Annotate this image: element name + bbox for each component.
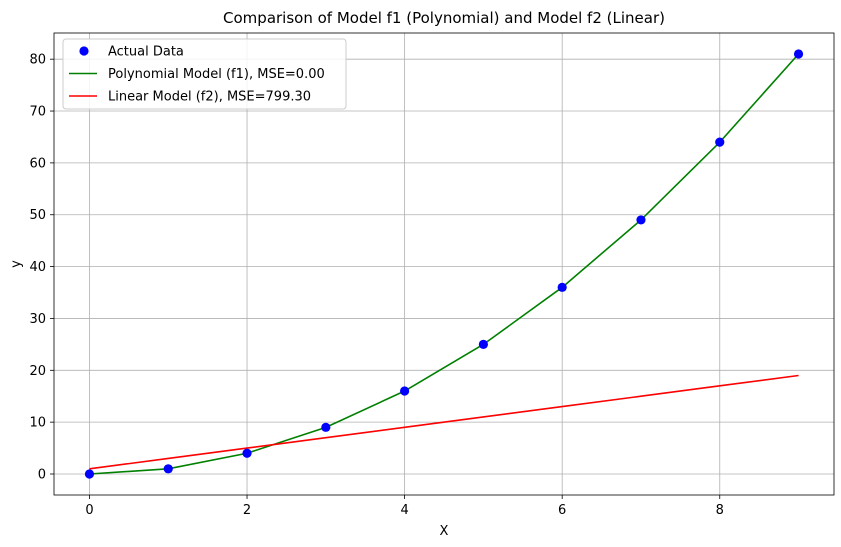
legend: Actual Data Polynomial Model (f1), MSE=0.… — [62, 38, 347, 110]
x-axis-label: X — [440, 524, 449, 539]
legend-label: Linear Model (f2), MSE=799.30 — [108, 90, 311, 105]
y-tick-label: 20 — [29, 364, 46, 379]
y-tick-label: 70 — [29, 105, 46, 120]
x-tick-label: 8 — [716, 503, 724, 518]
y-axis-label: y — [9, 260, 24, 268]
legend-label: Actual Data — [108, 45, 184, 60]
data-point — [715, 137, 725, 147]
plot-frame — [53, 32, 835, 496]
data-point — [242, 448, 252, 458]
data-point — [163, 464, 173, 474]
x-tick-label: 2 — [243, 503, 251, 518]
data-point — [400, 386, 410, 396]
legend-box — [62, 38, 347, 110]
y-tick-label: 0 — [38, 468, 46, 483]
chart-title: Comparison of Model f1 (Polynomial) and … — [223, 9, 665, 27]
y-tick-label: 40 — [29, 260, 46, 275]
data-point — [557, 282, 567, 292]
y-tick-label: 80 — [29, 53, 46, 68]
data-point — [793, 49, 804, 59]
legend-label: Polynomial Model (f1), MSE=0.00 — [108, 67, 325, 82]
data-point — [321, 422, 331, 432]
data-point — [478, 339, 488, 349]
legend-marker — [79, 46, 89, 56]
x-tick-label: 4 — [400, 503, 408, 518]
data-point — [84, 469, 95, 479]
y-tick-label: 10 — [29, 416, 46, 431]
y-tick-label: 60 — [29, 156, 46, 171]
series-line — [89, 53, 800, 475]
y-tick-label: 50 — [29, 208, 46, 223]
series-layer — [84, 49, 804, 479]
series-line — [89, 374, 799, 470]
data-point — [636, 215, 646, 225]
y-tick-label: 30 — [29, 312, 46, 327]
x-tick-label: 6 — [558, 503, 566, 518]
grid — [54, 33, 834, 495]
x-tick-label: 0 — [85, 503, 93, 518]
